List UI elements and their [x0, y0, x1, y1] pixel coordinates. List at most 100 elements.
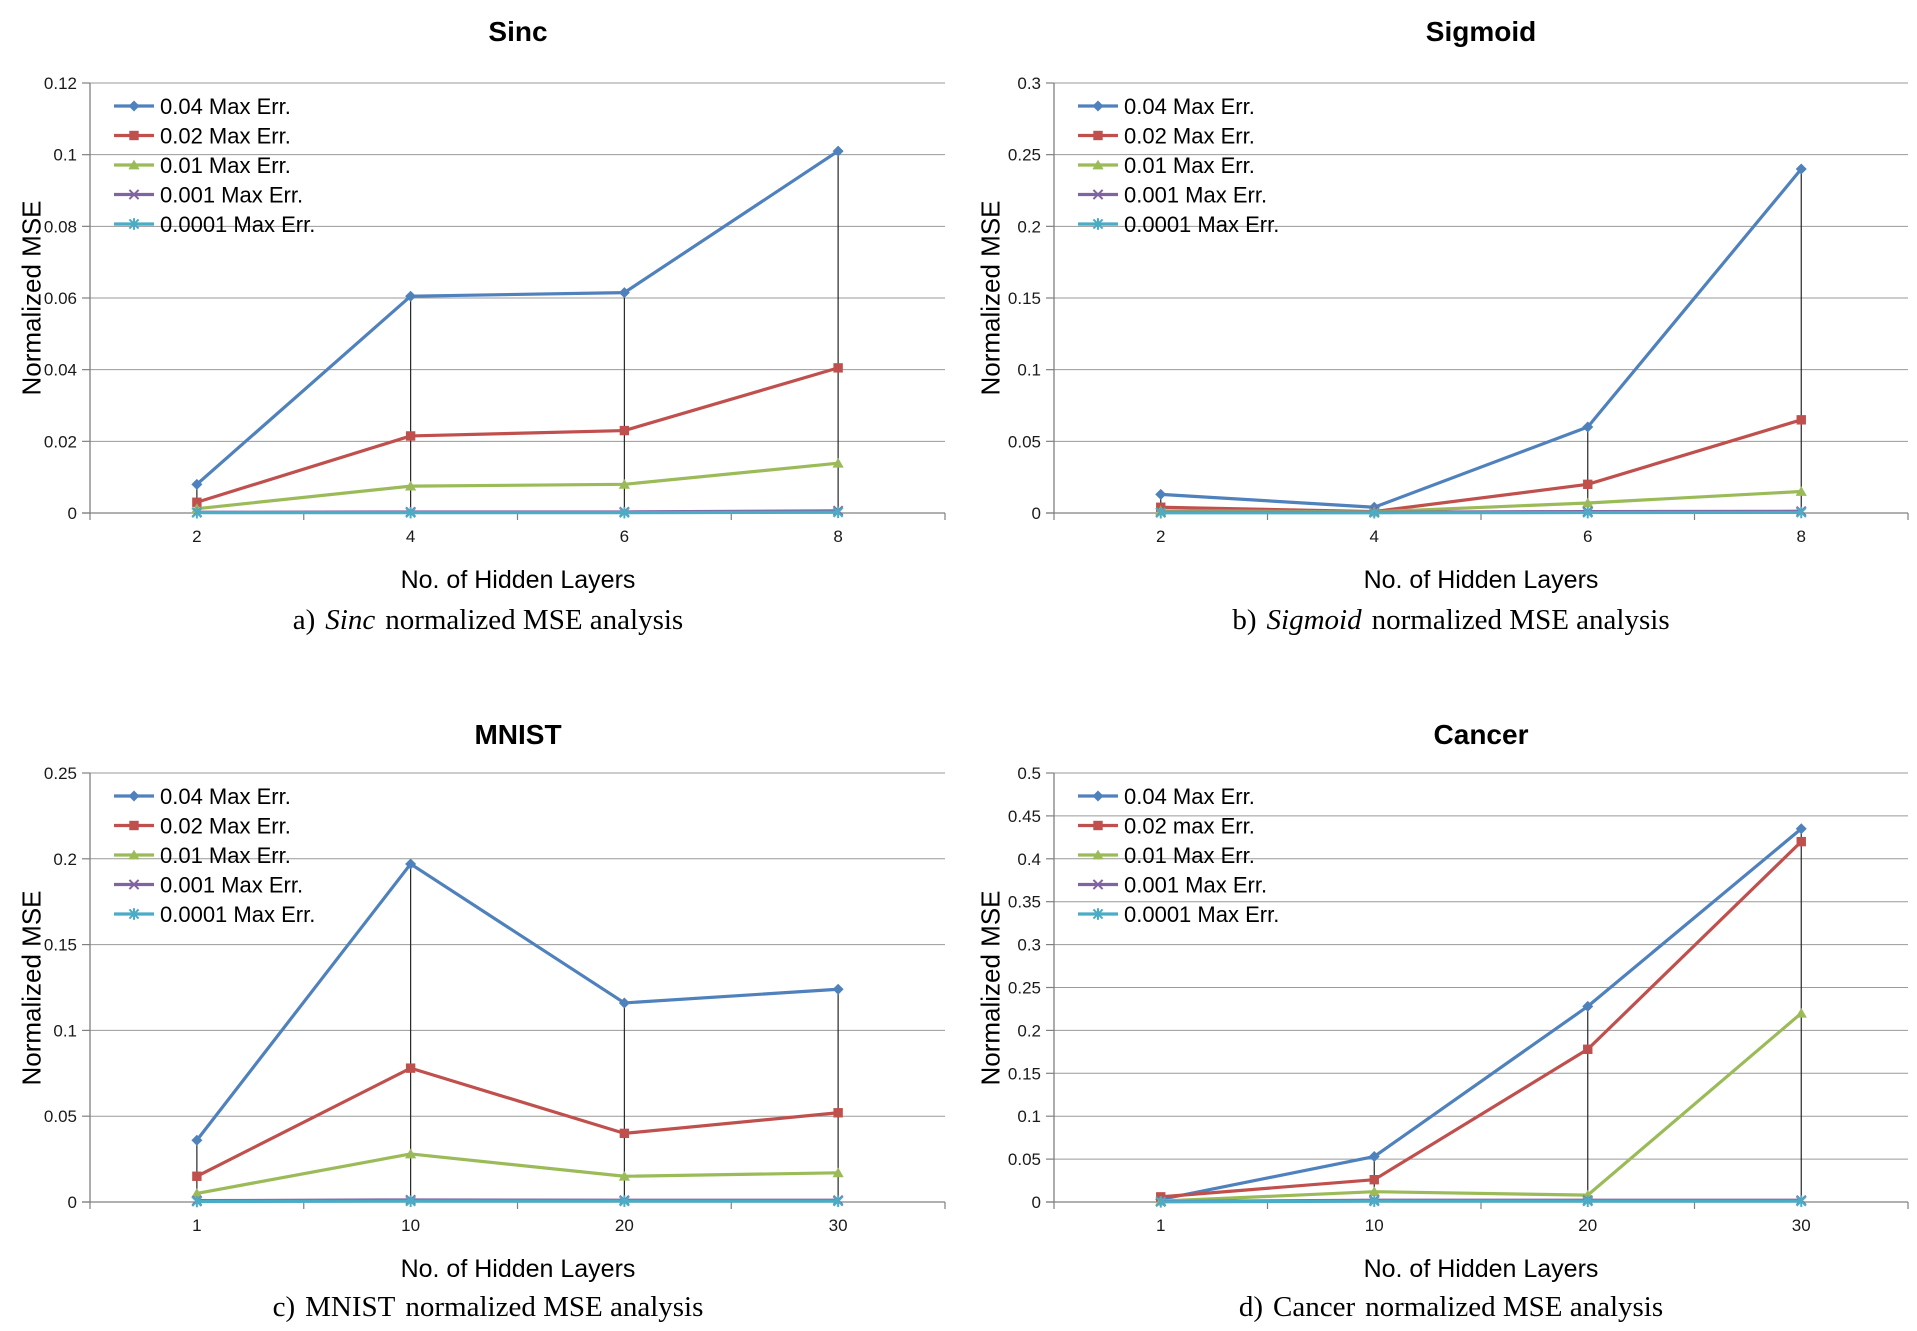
legend-marker-0-02-max-err [129, 130, 139, 141]
legend-label-0-02-max-err: 0.02 Max Err. [160, 124, 291, 149]
y-tick-label: 0.3 [1017, 936, 1041, 955]
legend-label-0-0001-max-err: 0.0001 Max Err. [1124, 212, 1279, 237]
series-marker-0-04-max-err [1155, 488, 1167, 500]
y-tick-label: 0.25 [1008, 146, 1041, 165]
gridlines: 0 0.05 0.1 0.15 0.2 0.25 0.3 [1008, 74, 1909, 523]
series-marker-0-04-max-err [1368, 1151, 1380, 1163]
caption-dataset-name: MNIST [305, 1291, 396, 1323]
series-marker-0-0001-max-err [832, 1195, 844, 1207]
legend-label-0-0001-max-err: 0.0001 Max Err. [160, 902, 315, 927]
y-tick-label: 0.25 [1008, 979, 1041, 998]
legend-label-0-001-max-err: 0.001 Max Err. [1124, 183, 1267, 208]
legend-marker-0-01-max-err [1092, 849, 1104, 860]
series-marker-0-02-max-err [192, 1171, 202, 1181]
sigmoid-y-axis-title: Normalized MSE [975, 200, 1006, 396]
mnist-x-axis-title: No. of Hidden Layers [400, 1255, 636, 1283]
series-marker-0-04-max-err [191, 478, 203, 490]
caption-rest: normalized MSE analysis [1371, 604, 1670, 636]
series-marker-0-01-max-err [1368, 1186, 1380, 1197]
y-tick-label: 0.1 [53, 146, 77, 165]
sinc-chart-title: Sinc [488, 16, 548, 47]
sigmoid-chart-title: Sigmoid [1425, 16, 1537, 47]
y-tick-label: 0.5 [1017, 764, 1041, 783]
caption-dataset-name: Sinc [325, 604, 376, 636]
y-tick-label: 0.12 [44, 74, 77, 93]
y-tick-label: 0.02 [44, 432, 77, 451]
series-marker-0-0001-max-err [405, 1195, 416, 1207]
y-tick-label: 0.08 [44, 217, 77, 236]
series-marker-0-01-max-err [1795, 1007, 1807, 1018]
series-line-0-04-max-err [1160, 827, 1803, 1201]
series-marker-0-02-max-err [405, 1063, 416, 1073]
y-tick-label: 0 [68, 1193, 77, 1212]
y-tick-label: 0.04 [44, 361, 77, 380]
legend-marker-0-001-max-err [128, 189, 140, 200]
y-tick-label: 0.05 [44, 1107, 77, 1126]
series-marker-0-02-max-err [833, 363, 843, 373]
y-tick-label: 0.15 [1008, 1064, 1041, 1083]
legend-label-0-02-max-err: 0.02 max Err. [1124, 814, 1255, 839]
mnist-caption: c) MNIST normalized MSE analysis [60, 1291, 916, 1324]
series-marker-0-01-max-err [618, 478, 630, 489]
y-tick-label: 0 [68, 504, 77, 523]
legend: 0.04 Max Err. 0.02 Max Err. 0.01 Max Err. 0… [1078, 94, 1279, 237]
series-marker-0-02-max-err [619, 1128, 630, 1139]
legend-marker-0-01-max-err [1092, 159, 1104, 170]
legend-label-0-0001-max-err: 0.0001 Max Err. [160, 212, 315, 237]
legend: 0.04 Max Err. 0.02 Max Err. 0.01 Max Err. 0… [114, 94, 315, 237]
series-marker-0-0001-max-err [619, 506, 630, 519]
caption-prefix: d) [1238, 1291, 1264, 1323]
y-tick-label: 0.3 [1017, 74, 1041, 93]
legend-label-0-001-max-err: 0.001 Max Err. [1124, 873, 1267, 898]
series-marker-0-0001-max-err [832, 506, 844, 519]
x-tick-label: 20 [615, 1216, 634, 1235]
series-marker-0-04-max-err [191, 1134, 203, 1146]
legend-marker-0-001-max-err [1092, 189, 1104, 200]
series-marker-0-0001-max-err [1582, 1195, 1594, 1207]
sigmoid-plot-area: 00.050.10.150.20.250.32 4 6 80.04 Max Err.0… [1008, 74, 1909, 546]
series-marker-0-0001-max-err [1368, 1195, 1380, 1207]
legend-label-0-01-max-err: 0.01 Max Err. [160, 843, 291, 868]
y-tick-label: 0.05 [1008, 432, 1041, 451]
series-line-0-02-max-err [196, 366, 839, 504]
caption-rest: normalized MSE analysis [405, 1291, 704, 1323]
series-marker-0-02-max-err [1583, 479, 1593, 490]
y-tick-label: 0.15 [1008, 289, 1041, 308]
caption-prefix: c) [272, 1291, 296, 1323]
legend-label-0-01-max-err: 0.01 Max Err. [1124, 843, 1255, 868]
legend-label-0-02-max-err: 0.02 Max Err. [1124, 124, 1255, 149]
legend-marker-0-02-max-err [1093, 130, 1103, 141]
series-marker-0-04-max-err [832, 145, 844, 157]
series-marker-0-04-max-err [618, 287, 630, 299]
mnist-plot-area: 00.050.10.150.20.251 10 20 300.04 Max Err.0… [44, 764, 946, 1235]
y-tick-label: 0.06 [44, 289, 77, 308]
series-marker-0-0001-max-err [1795, 1195, 1807, 1207]
legend-marker-0-0001-max-err [1092, 908, 1104, 920]
cancer-plot-area: 0 0.05 0.1 0.15 0.2 0.25 0.3 0.35 0.4 0.45 0.5 1 10 2… [1008, 764, 1909, 1235]
series-line-0-0001-max-err [1160, 1199, 1802, 1204]
sigmoid-x-axis-title: No. of Hidden Layers [1363, 566, 1599, 594]
x-tick-label: 10 [401, 1216, 420, 1235]
series-marker-0-02-max-err [833, 1108, 843, 1118]
gridlines: 0 0.05 0.1 0.15 0.2 0.25 0.3 0.35 0.4 0.45 0.5 [1008, 764, 1909, 1212]
x-tick-label: 4 [406, 527, 415, 546]
y-tick-label: 0.1 [53, 1021, 77, 1040]
legend-marker-0-02-max-err [1093, 820, 1103, 831]
drop-lines [196, 863, 839, 1202]
y-tick-label: 0 [1032, 504, 1041, 523]
series-marker-0-04-max-err [1795, 823, 1807, 835]
series-marker-0-02-max-err [619, 425, 630, 436]
series-marker-0-02-max-err [192, 497, 202, 507]
legend-label-0-04-max-err: 0.04 Max Err. [160, 784, 291, 809]
series-marker-0-01-max-err [1582, 497, 1594, 508]
legend-marker-0-0001-max-err [1092, 218, 1104, 230]
x-tick-label: 8 [1797, 527, 1806, 546]
series-marker-0-0001-max-err [1155, 506, 1167, 519]
series-marker-0-04-max-err [618, 997, 630, 1009]
caption-dataset-name: Sigmoid [1266, 604, 1362, 636]
x-tick-label: 30 [829, 1216, 848, 1235]
y-tick-label: 0.2 [1017, 217, 1041, 236]
x-tick-label: 2 [1156, 527, 1165, 546]
y-tick-label: 0.15 [44, 936, 77, 955]
series-line-0-04-max-err [195, 862, 839, 1142]
